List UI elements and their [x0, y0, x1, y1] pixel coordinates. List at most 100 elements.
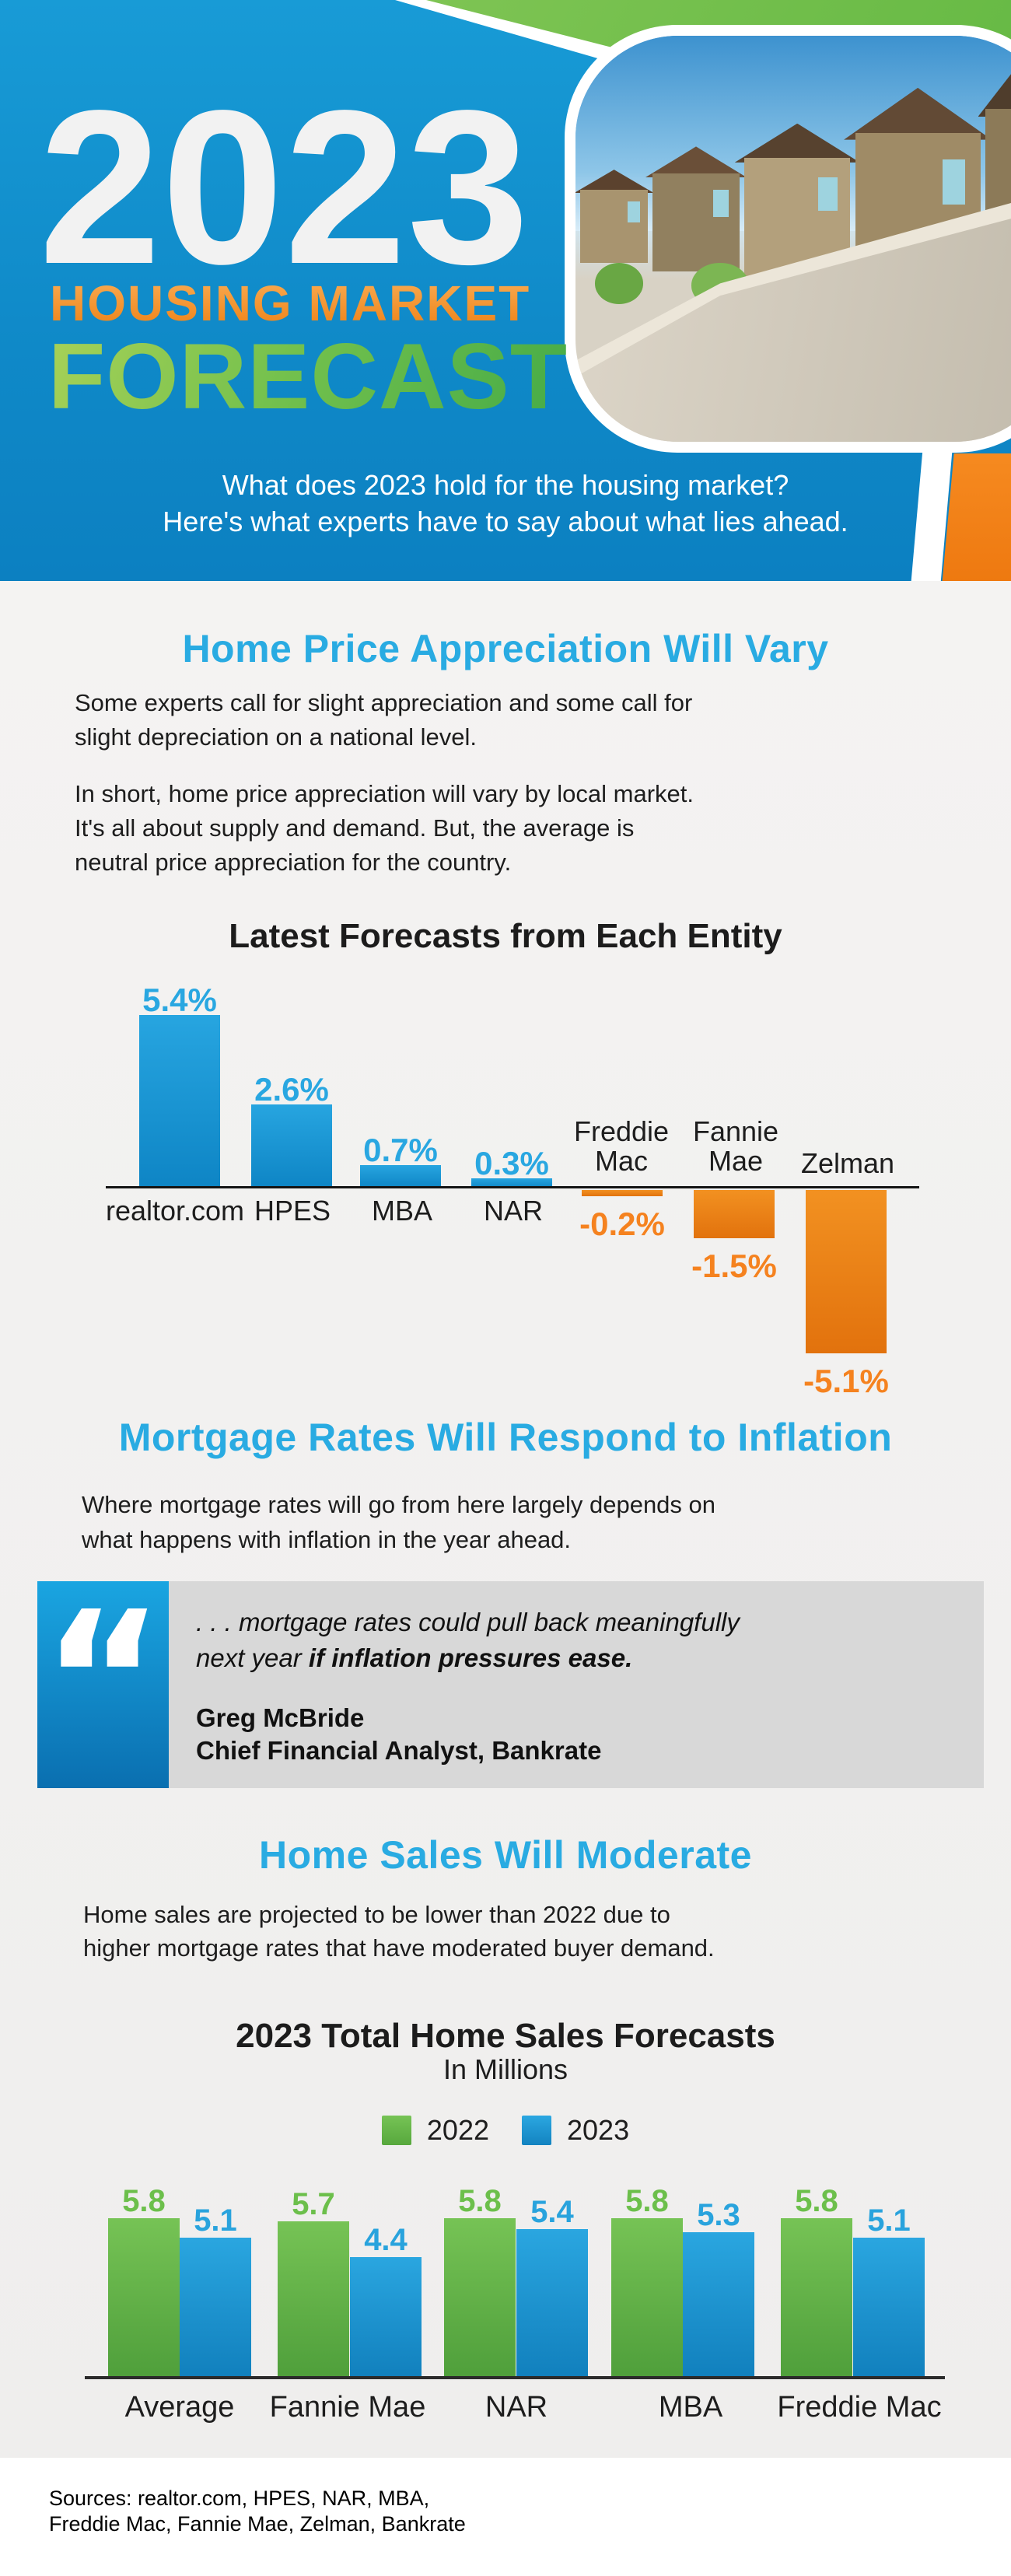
chart2-subtitle: In Millions: [443, 2053, 568, 2085]
price-paragraph-2-line1: In short, home price appreciation will v…: [75, 780, 694, 807]
value-label-hpes: 2.6%: [254, 1071, 329, 1108]
sources-text: Sources: realtor.com, HPES, NAR, MBA, Fr…: [49, 2486, 466, 2537]
chart1-title: Latest Forecasts from Each Entity: [229, 917, 782, 955]
home-sales-bar-chart: 5.8 5.1 5.7 4.4 5.8 5.4 5.8 5.3 5.8 5.1 …: [0, 2100, 1011, 2442]
content-background: [0, 581, 1011, 2458]
price-paragraph-1-line2: slight depreciation on a national level.: [75, 723, 478, 751]
value-2022-fannie-mae: 5.7: [292, 2186, 335, 2221]
bar-2023-mba: [683, 2231, 754, 2378]
bar-fannie-mae: [694, 1190, 775, 1238]
rates-paragraph: Where mortgage rates will go from here l…: [82, 1487, 984, 1557]
category-hpes: HPES: [254, 1195, 331, 1227]
bar-zelman: [806, 1190, 887, 1353]
value-label-zelman: -5.1%: [803, 1362, 889, 1399]
chart2-title: 2023 Total Home Sales Forecasts: [236, 2017, 775, 2055]
value-2023-nar: 5.4: [530, 2195, 574, 2230]
category2-fannie-mae: Fannie Mae: [269, 2391, 426, 2424]
quote-line2-bold: if inflation pressures ease.: [308, 1643, 633, 1672]
bar-2022-freddie-mac: [781, 2218, 852, 2378]
price-paragraph-2-line3: neutral price appreciation for the count…: [75, 849, 512, 876]
header-photo: [575, 36, 1011, 442]
category2-mba: MBA: [658, 2391, 723, 2424]
footer: Sources: realtor.com, HPES, NAR, MBA, Fr…: [0, 2458, 1011, 2576]
value-2023-mba: 5.3: [697, 2197, 740, 2232]
chart2-axis-line: [85, 2376, 945, 2379]
value-label-mba: 0.7%: [363, 1132, 438, 1169]
forecast-bar-chart: 5.4% 2.6% 0.7% 0.3% -0.2% -1.5% -5.1% re…: [0, 976, 1011, 1399]
section-heading-rates: Mortgage Rates Will Respond to Inflation: [118, 1416, 893, 1459]
legend-label-2023: 2023: [567, 2114, 630, 2146]
header-orange-accent: [942, 453, 1011, 581]
category-nar: NAR: [483, 1195, 543, 1227]
category2-freddie-mac: Freddie Mac: [777, 2391, 942, 2424]
quote-accent-bar: [37, 1581, 169, 1788]
category2-average: Average: [124, 2391, 235, 2424]
bar-realtor-com: [139, 1015, 220, 1188]
category-realtor-com: realtor.com: [105, 1195, 245, 1227]
value-label-realtor-com: 5.4%: [142, 982, 217, 1019]
category-zelman: Zelman: [800, 1147, 895, 1179]
bar-2022-nar: [444, 2218, 516, 2378]
rates-paragraph-line1: Where mortgage rates will go from here l…: [82, 1491, 716, 1518]
quote-author: Greg McBride: [196, 1703, 365, 1732]
sales-paragraph: Home sales are projected to be lower tha…: [83, 1898, 985, 1965]
photo-house-window: [713, 189, 729, 217]
section-heading-sales: Home Sales Will Moderate: [259, 1833, 752, 1877]
photo-house: [645, 146, 747, 271]
bar-2023-freddie-mac: [853, 2237, 925, 2378]
value-label-freddie-mac: -0.2%: [579, 1206, 665, 1243]
quote-icon: “: [41, 1571, 165, 1789]
photo-house-window: [627, 201, 640, 222]
value-2022-freddie-mac: 5.8: [795, 2184, 838, 2219]
category-fannie-mae: Fannie Mae: [692, 1115, 779, 1177]
legend-swatch-2023: [522, 2116, 551, 2145]
value-2022-mba: 5.8: [625, 2184, 669, 2219]
bar-2023-average: [180, 2237, 251, 2378]
bar-2022-fannie-mae: [278, 2221, 349, 2378]
header-subtitle-line2: Here's what experts have to say about wh…: [163, 506, 848, 537]
header-year: 2023: [39, 65, 530, 310]
photo-house-window: [943, 159, 966, 205]
chart1-axis-line: [106, 1186, 919, 1188]
bar-mba: [360, 1165, 441, 1188]
category-freddie-mac: Freddie Mac: [573, 1115, 670, 1177]
legend-swatch-2022: [381, 2116, 411, 2145]
price-paragraph-2-line2: It's all about supply and demand. But, t…: [75, 814, 635, 842]
quote-line2: next year if inflation pressures ease.: [196, 1643, 966, 1674]
category-mba: MBA: [371, 1195, 432, 1227]
value-2022-average: 5.8: [122, 2184, 166, 2219]
quote-box: [169, 1581, 984, 1788]
quote-author-title: Chief Financial Analyst, Bankrate: [196, 1736, 602, 1765]
value-label-nar: 0.3%: [474, 1144, 549, 1181]
header-title-housing-market: HOUSING MARKET: [50, 275, 531, 331]
legend-label-2022: 2022: [426, 2114, 489, 2146]
value-2023-fannie-mae: 4.4: [364, 2222, 408, 2257]
bar-2023-nar: [516, 2229, 588, 2378]
sales-paragraph-line2: higher mortgage rates that have moderate…: [83, 1934, 715, 1962]
sources-line2: Freddie Mac, Fannie Mae, Zelman, Bankrat…: [49, 2512, 466, 2536]
header-title-forecast: FORECAST: [48, 324, 568, 429]
photo-house-wall: [652, 173, 740, 271]
quote-line2-normal: next year: [196, 1643, 309, 1672]
value-label-fannie-mae: -1.5%: [691, 1247, 777, 1284]
quote-line1: . . . mortgage rates could pull back mea…: [196, 1608, 740, 1636]
bar-nar: [471, 1178, 552, 1188]
photo-house-window: [818, 177, 838, 212]
price-paragraph-1: Some experts call for slight appreciatio…: [75, 686, 977, 754]
value-2023-average: 5.1: [194, 2203, 237, 2238]
category2-nar: NAR: [485, 2391, 548, 2424]
chart2-legend: 2022 2023: [0, 2114, 1011, 2147]
sales-paragraph-line1: Home sales are projected to be lower tha…: [83, 1901, 670, 1928]
header-banner: 2023 HOUSING MARKET FORECAST What does 2…: [0, 0, 1011, 581]
rates-paragraph-line2: what happens with inflation in the year …: [82, 1526, 572, 1553]
value-2022-nar: 5.8: [458, 2184, 502, 2219]
photo-bush: [594, 263, 643, 304]
header-subtitle: What does 2023 hold for the housing mark…: [0, 467, 1011, 540]
sources-line1: Sources: realtor.com, HPES, NAR, MBA,: [49, 2487, 430, 2510]
bar-2023-fannie-mae: [350, 2256, 422, 2378]
price-paragraph-2: In short, home price appreciation will v…: [75, 777, 977, 880]
bar-hpes: [251, 1104, 332, 1188]
bar-freddie-mac: [582, 1190, 663, 1197]
section-heading-price: Home Price Appreciation Will Vary: [182, 627, 829, 670]
